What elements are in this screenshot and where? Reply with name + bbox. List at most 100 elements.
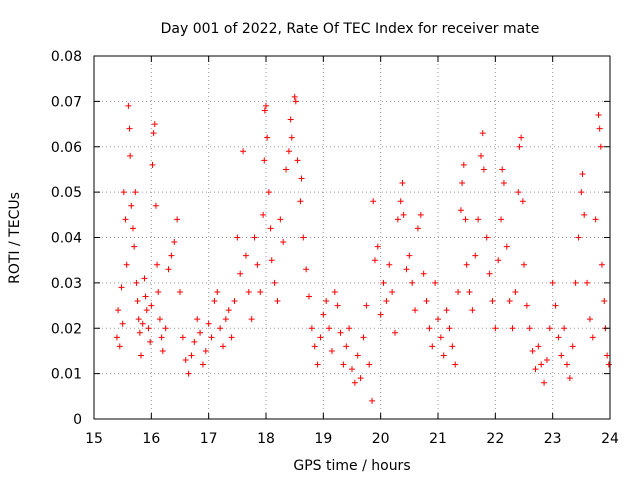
data-point bbox=[469, 307, 476, 314]
data-point bbox=[220, 343, 226, 350]
data-point bbox=[392, 329, 398, 336]
data-point bbox=[357, 375, 364, 382]
data-point bbox=[480, 166, 487, 173]
data-point bbox=[380, 279, 387, 286]
data-point bbox=[457, 207, 464, 214]
data-point bbox=[394, 216, 401, 223]
data-points bbox=[113, 93, 612, 404]
x-tick-label: 22 bbox=[486, 431, 504, 447]
data-point bbox=[231, 298, 238, 305]
data-point bbox=[452, 361, 459, 368]
data-point bbox=[584, 279, 591, 286]
x-axis-label: GPS time / hours bbox=[293, 458, 410, 474]
data-point bbox=[564, 361, 570, 368]
data-point bbox=[288, 134, 295, 141]
data-point bbox=[337, 329, 344, 336]
data-point bbox=[125, 102, 132, 109]
data-point bbox=[389, 288, 396, 295]
data-point bbox=[261, 157, 268, 164]
data-point bbox=[191, 338, 198, 345]
data-point bbox=[141, 275, 148, 282]
y-tick-label: 0.04 bbox=[51, 231, 82, 247]
data-point bbox=[142, 293, 149, 300]
data-point bbox=[546, 325, 553, 332]
data-point bbox=[326, 325, 333, 332]
data-point bbox=[578, 189, 585, 196]
data-point bbox=[340, 361, 347, 368]
data-point bbox=[291, 93, 298, 100]
y-tick-label: 0.08 bbox=[51, 49, 82, 65]
data-point bbox=[120, 189, 127, 196]
data-point bbox=[466, 288, 473, 295]
data-point bbox=[317, 334, 324, 341]
y-tick-label: 0.01 bbox=[51, 367, 82, 383]
data-point bbox=[251, 234, 258, 241]
data-point bbox=[543, 357, 550, 364]
data-point bbox=[154, 261, 161, 268]
data-point bbox=[155, 288, 162, 295]
data-point bbox=[586, 316, 593, 323]
data-point bbox=[369, 397, 376, 404]
data-point bbox=[115, 307, 122, 314]
x-tick-label: 20 bbox=[372, 431, 390, 447]
data-point bbox=[116, 343, 123, 350]
data-point bbox=[460, 161, 467, 168]
data-point bbox=[174, 216, 181, 223]
data-point bbox=[162, 325, 169, 332]
data-point bbox=[581, 211, 588, 218]
data-point bbox=[264, 134, 271, 141]
data-point bbox=[156, 316, 163, 323]
data-point bbox=[194, 316, 201, 323]
data-point bbox=[245, 288, 252, 295]
y-tick-label: 0.06 bbox=[51, 140, 82, 156]
data-point bbox=[254, 261, 261, 268]
data-point bbox=[320, 311, 327, 318]
data-point bbox=[449, 343, 456, 350]
data-point bbox=[426, 325, 433, 332]
data-point bbox=[521, 261, 527, 268]
data-point bbox=[386, 261, 393, 268]
data-point bbox=[222, 316, 229, 323]
data-point bbox=[308, 325, 315, 332]
data-point bbox=[179, 334, 186, 341]
data-point bbox=[311, 343, 318, 350]
x-tick-label: 15 bbox=[85, 431, 103, 447]
data-point bbox=[119, 320, 126, 327]
data-point bbox=[500, 180, 507, 187]
data-point bbox=[432, 279, 439, 286]
data-point bbox=[165, 266, 172, 273]
data-point bbox=[572, 279, 579, 286]
data-point bbox=[138, 352, 145, 359]
data-point bbox=[263, 102, 269, 109]
data-point bbox=[149, 161, 156, 168]
data-point bbox=[133, 279, 140, 286]
x-axis-ticks: 15 16 17 18 19 20 21 22 23 24 bbox=[85, 56, 619, 447]
data-point bbox=[515, 189, 522, 196]
data-point bbox=[211, 298, 218, 305]
data-point bbox=[285, 148, 292, 155]
plot-frame bbox=[93, 55, 611, 420]
data-point bbox=[459, 180, 466, 187]
data-point bbox=[228, 334, 235, 341]
data-point bbox=[280, 239, 287, 246]
data-point bbox=[135, 316, 142, 323]
data-point bbox=[538, 361, 545, 368]
data-point bbox=[529, 347, 536, 354]
data-point bbox=[370, 198, 377, 205]
data-point bbox=[495, 257, 502, 264]
data-point bbox=[168, 252, 175, 259]
data-point bbox=[503, 243, 510, 250]
data-point bbox=[158, 334, 165, 341]
data-point bbox=[287, 116, 294, 123]
data-point bbox=[323, 298, 330, 305]
data-point bbox=[294, 157, 301, 164]
data-point bbox=[403, 266, 410, 273]
data-point bbox=[129, 225, 136, 232]
data-point bbox=[589, 334, 596, 341]
y-tick-label: 0.07 bbox=[51, 94, 82, 110]
data-point bbox=[188, 352, 195, 359]
data-point bbox=[147, 338, 154, 345]
data-point bbox=[478, 152, 484, 159]
data-point bbox=[455, 288, 462, 295]
data-point bbox=[113, 334, 120, 341]
